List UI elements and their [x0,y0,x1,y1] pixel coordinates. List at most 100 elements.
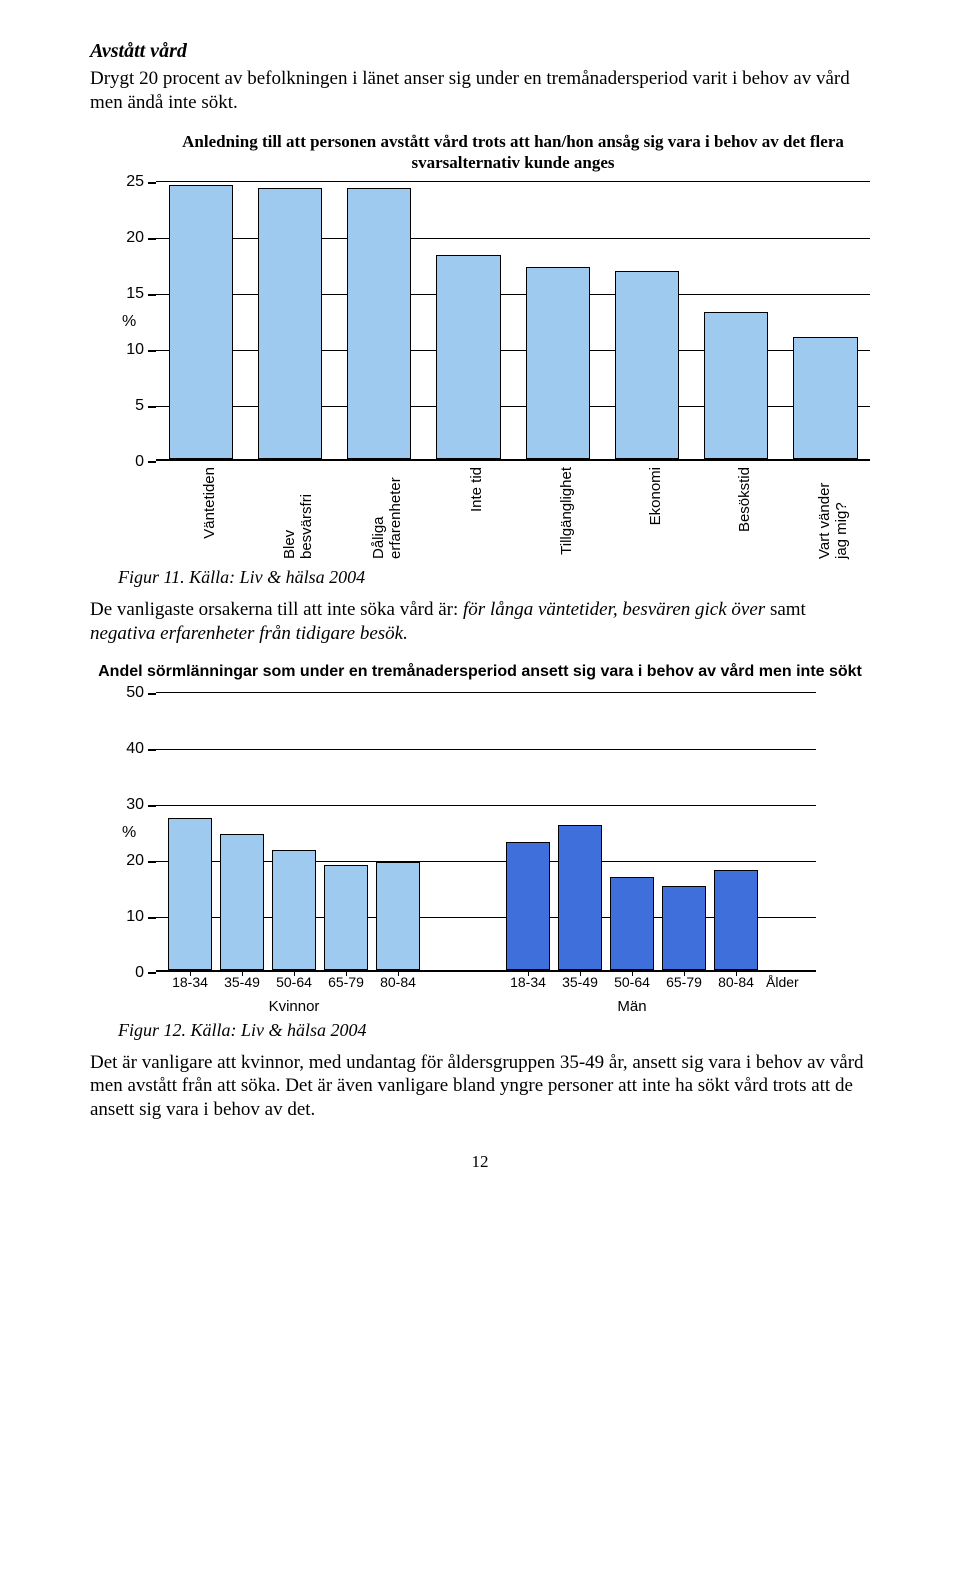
ytick-label: 10 [126,341,144,359]
mid-text-1: De vanligaste orsakerna till att inte sö… [90,599,463,620]
bar-slot [335,182,424,459]
chart2-caption: Figur 12. Källa: Liv & hälsa 2004 [118,1020,870,1041]
bar-slot [424,182,513,459]
xlabel: Dåligaerfarenheter [371,467,404,559]
ytick-label: 40 [126,740,144,758]
gridline [156,805,816,806]
mid-text-italic: för långa väntetider, besvären gick över [463,599,770,620]
xlabel: 18-34 [510,974,546,990]
xlabel: 65-79 [666,974,702,990]
ytick [148,917,156,919]
chart2-title: Andel sörmlänningar som under en tremåna… [90,662,870,682]
gridline [156,749,816,750]
bar [506,842,550,969]
bars-container [156,182,870,459]
xlabel: Tillgänglighet [558,467,575,555]
bar [662,886,706,969]
bar [615,271,679,459]
chart1-caption: Figur 11. Källa: Liv & hälsa 2004 [118,567,870,588]
bar [168,818,212,969]
xlabel: Blevbesvärsfri [282,467,315,559]
bar-slot [781,182,870,459]
bar-slot [513,182,602,459]
ytick-label: 25 [126,173,144,191]
xlabel: 35-49 [562,974,598,990]
ytick-label: 10 [126,908,144,926]
mid-text-2: samt [770,599,806,620]
y-axis-label: % [122,313,136,331]
ytick-label: 5 [135,397,144,415]
ytick-label: 15 [126,285,144,303]
ytick [148,406,156,408]
ytick [148,749,156,751]
bar [376,862,420,969]
y-axis-label: % [122,824,136,842]
bar [220,834,264,970]
xlabel: 18-34 [172,974,208,990]
xlabel-slot: Blevbesvärsfri [245,467,334,563]
bar [169,185,233,459]
ytick [148,805,156,807]
ytick [148,972,156,974]
bar [258,188,322,459]
chart2-xlabels: 18-34 35-49 50-64 65-79 80-84 Kvinnor 18-34 35-… [156,972,816,1016]
closing-paragraph: Det är vanligare att kvinnor, med undant… [90,1051,870,1122]
ytick-label: 0 [135,964,144,982]
chart1-plot: 0510152025% [156,181,870,461]
xlabel: Vart vänderjag mig? [817,467,850,559]
xlabel: Ekonomi [647,467,664,525]
bar [436,255,500,459]
bar-slot [602,182,691,459]
xlabel-slot: Tillgänglighet [513,467,602,563]
xlabel: Besökstid [736,467,753,532]
intro-paragraph: Drygt 20 procent av befolkningen i länet… [90,67,870,115]
bar [347,188,411,459]
xlabel-slot: Besökstid [692,467,781,563]
xlabel: Inte tid [468,467,485,512]
bar-slot [692,182,781,459]
xlabel-slot: Dåligaerfarenheter [335,467,424,563]
ytick-label: 0 [135,453,144,471]
chart2-plot: 01020304050% [156,692,816,972]
ytick-label: 20 [126,229,144,247]
xlabel-slot: Vart vänderjag mig? [781,467,870,563]
mid-paragraph: De vanligaste orsakerna till att inte sö… [90,598,870,646]
chart-1: Anledning till att personen avstått vård… [90,131,870,564]
xlabel-slot: Ekonomi [602,467,691,563]
x-axis-extra-label: Ålder [766,974,799,990]
group-label: Män [617,998,646,1015]
ytick-label: 20 [126,852,144,870]
bar [793,337,857,459]
ytick-label: 50 [126,684,144,702]
section-title: Avstått vård [90,40,870,63]
bar-slot [245,182,334,459]
mid-text-italic2: negativa erfarenheter från tidigare besö… [90,623,408,644]
bar [324,865,368,969]
group-label: Kvinnor [269,998,320,1015]
xlabel: 50-64 [276,974,312,990]
bar [526,267,590,459]
bar [558,825,602,969]
chart1-xlabels: Väntetiden Blevbesvärsfri Dåligaerfarenhet… [156,467,870,563]
ytick [148,350,156,352]
xlabel: 80-84 [718,974,754,990]
ytick [148,182,156,184]
bar [610,877,654,970]
xlabel: 50-64 [614,974,650,990]
xlabel: 80-84 [380,974,416,990]
bar [272,850,316,969]
ytick [148,238,156,240]
ytick [148,861,156,863]
ytick [148,294,156,296]
xlabel: 35-49 [224,974,260,990]
page-number: 12 [90,1152,870,1172]
ytick-label: 30 [126,796,144,814]
chart-2: 01020304050% 18-34 35-49 50-64 65-79 80-84 Kv… [90,692,870,1016]
bar-slot [156,182,245,459]
xlabel-slot: Inte tid [424,467,513,563]
bar [714,870,758,970]
ytick [148,461,156,463]
bar [704,312,768,459]
xlabel: 65-79 [328,974,364,990]
xlabel: Väntetiden [201,467,218,539]
